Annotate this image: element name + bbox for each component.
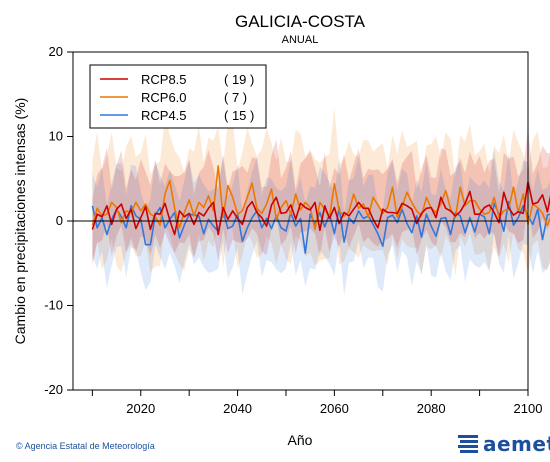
- y-tick-label: 20: [49, 44, 63, 59]
- chart-title: GALICIA-COSTA: [235, 12, 366, 31]
- chart-subtitle: ANUAL: [282, 34, 319, 46]
- x-tick-label: 2040: [223, 401, 252, 416]
- legend-label-rcp85: RCP8.5: [141, 72, 187, 87]
- y-axis: -20 -10 0 10 20: [44, 44, 73, 397]
- legend-count-rcp85: ( 19 ): [224, 72, 254, 87]
- legend-count-rcp60: ( 7 ): [224, 90, 247, 105]
- y-tick-label: -10: [44, 298, 63, 313]
- series-line-rcp60: [91, 165, 550, 231]
- aemet-logo-icon: [458, 435, 478, 453]
- band-rcp85: [92, 128, 550, 264]
- series-line-rcp85: [91, 181, 550, 236]
- uncertainty-bands: [92, 107, 550, 296]
- aemet-logo: aemet: [456, 432, 550, 456]
- x-tick-label: 2020: [126, 401, 155, 416]
- legend-label-rcp45: RCP4.5: [141, 108, 187, 123]
- y-tick-label: 10: [49, 129, 63, 144]
- x-tick-label: 2080: [417, 401, 446, 416]
- x-axis: 2020 2040 2060 2080 2100: [91, 390, 543, 416]
- legend-count-rcp45: ( 15 ): [224, 108, 254, 123]
- footer-credit: © Agencia Estatal de Meteorología: [16, 441, 155, 451]
- legend-label-rcp60: RCP6.0: [141, 90, 187, 105]
- x-tick-label: 2060: [320, 401, 349, 416]
- y-axis-label: Cambio en precipitaciones intensas (%): [12, 98, 28, 345]
- legend: RCP8.5 ( 19 ) RCP6.0 ( 7 ) RCP4.5 ( 15 ): [89, 64, 267, 129]
- y-tick-label: -20: [44, 382, 63, 397]
- x-tick-label: 2100: [514, 401, 543, 416]
- x-axis-label: Año: [288, 432, 313, 448]
- y-tick-label: 0: [56, 213, 63, 228]
- aemet-logo-text: aemet: [483, 432, 550, 456]
